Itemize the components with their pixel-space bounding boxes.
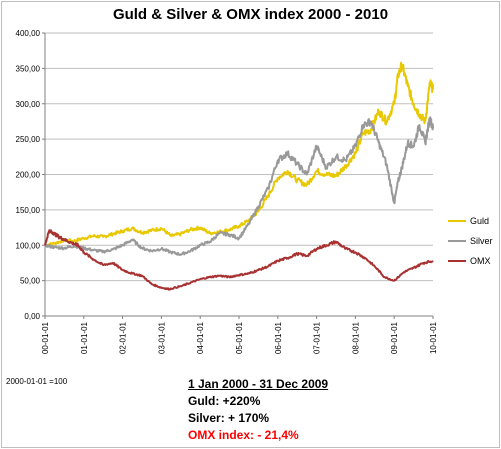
y-tick-label: 150,00 [16,206,41,215]
x-axis-ticks: 00-01-01 01-01-01 02-01-01 03-01-01 04-01-01… [41,321,438,354]
y-axis-ticks: 0,00 50,00 100,00 150,00 200,00 250,00 300,00 3… [16,29,41,321]
chart-title: Guld & Silver & OMX index 2000 - 2010 [112,6,389,23]
y-tick-label: 400,00 [16,29,41,38]
y-tick-label: 350,00 [16,64,41,73]
x-tick-label: 03-01-01 [157,321,166,354]
x-tick-label: 02-01-01 [119,321,128,354]
omx-summary: OMX index: - 21,4% [188,428,299,442]
x-tick-label: 00-01-01 [41,321,50,354]
period-label: 1 Jan 2000 - 31 Dec 2009 [188,377,329,391]
x-tick-label: 06-01-01 [274,321,283,354]
x-tick-label: 05-01-01 [235,321,244,354]
legend-label-guld: Guld [470,216,489,226]
x-tick-label: 08-01-01 [351,321,360,354]
y-tick-label: 50,00 [20,277,41,286]
axes [42,32,434,319]
x-tick-label: 10-01-01 [429,321,438,354]
series-line-guld [44,61,434,247]
series-line-omx [44,229,434,291]
y-tick-label: 0,00 [24,312,40,321]
y-tick-label: 100,00 [16,241,41,250]
summary-box: 1 Jan 2000 - 31 Dec 2009 Guld: +220% Sil… [188,376,328,444]
x-tick-label: 04-01-01 [196,321,205,354]
legend-label-silver: Silver [470,236,493,246]
legend-label-omx: OMX [470,256,491,266]
y-tick-label: 250,00 [16,135,41,144]
x-tick-label: 07-01-01 [313,321,322,354]
baseline-note: 2000-01-01 =100 [6,377,68,386]
x-tick-label: 09-01-01 [390,321,399,354]
gridlines [45,32,433,317]
x-tick-label: 01-01-01 [80,321,89,354]
series-line-silver [44,116,434,257]
series-lines [44,61,434,291]
y-tick-label: 200,00 [16,171,41,180]
silver-summary: Silver: + 170% [188,411,270,425]
legend: Guld Silver OMX [448,216,493,266]
y-tick-label: 300,00 [16,100,41,109]
gold-summary: Guld: +220% [188,394,261,408]
